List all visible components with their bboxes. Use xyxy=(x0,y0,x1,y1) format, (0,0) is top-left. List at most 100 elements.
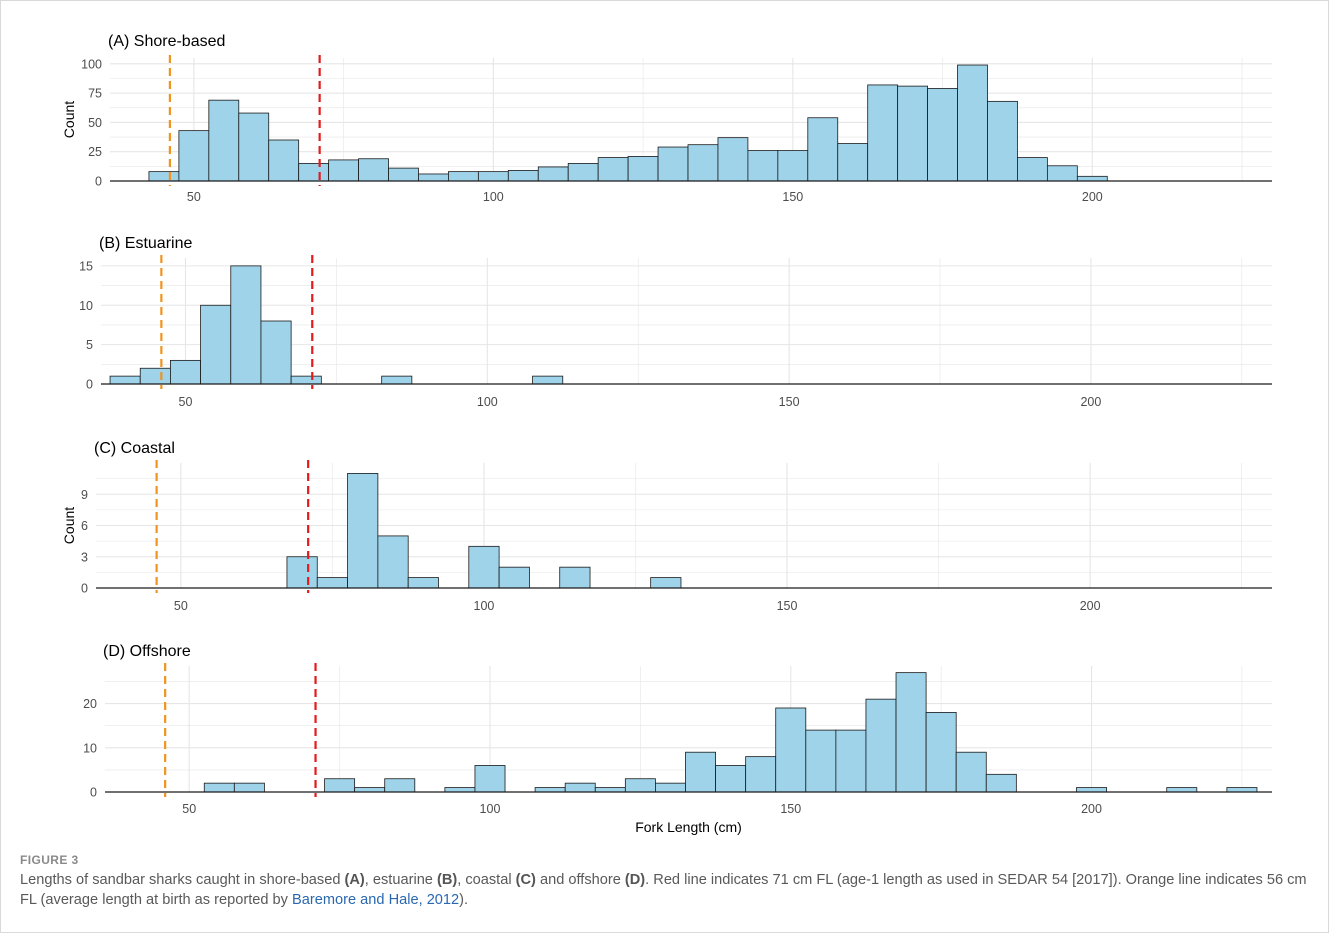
panel-title: (A) Shore-based xyxy=(108,33,225,50)
y-tick-label: 3 xyxy=(81,550,88,564)
histogram-bar xyxy=(418,173,449,182)
histogram-bar xyxy=(777,150,809,182)
x-tick-label: 50 xyxy=(187,190,201,204)
histogram-bar xyxy=(624,778,656,793)
y-tick-label: 0 xyxy=(86,378,93,392)
histogram-bar xyxy=(268,139,300,182)
histogram-bar xyxy=(559,566,591,589)
y-tick-label: 25 xyxy=(88,145,102,159)
citation-link[interactable]: Baremore and Hale, 2012 xyxy=(292,892,460,908)
histogram-bar xyxy=(468,545,500,589)
histogram-bar xyxy=(897,85,928,182)
y-tick-label: 15 xyxy=(79,259,93,273)
figure-caption: Lengths of sandbar sharks caught in shor… xyxy=(20,870,1310,910)
histogram-bar xyxy=(384,778,416,793)
histogram-bar xyxy=(1017,157,1048,182)
histogram-bar xyxy=(200,304,232,385)
x-tick-label: 150 xyxy=(780,802,801,816)
panel-title: (D) Offshore xyxy=(103,643,191,660)
histogram-bar xyxy=(537,166,569,182)
histogram-bar xyxy=(567,163,599,182)
histogram-bar xyxy=(805,729,837,793)
caption-text: , coastal xyxy=(457,872,516,888)
histogram-bar xyxy=(148,171,180,182)
histogram-bar xyxy=(775,707,807,793)
y-tick-label: 75 xyxy=(88,87,102,101)
y-axis-label: Count xyxy=(61,101,77,138)
histogram-bar xyxy=(498,566,530,589)
histogram-bar xyxy=(407,577,439,589)
y-tick-label: 20 xyxy=(83,697,97,711)
histogram-bar xyxy=(985,773,1017,793)
histogram-bar xyxy=(927,88,958,182)
histogram-bar xyxy=(381,375,413,385)
histogram-bar xyxy=(655,782,686,793)
histogram-bar xyxy=(627,155,659,182)
y-tick-label: 0 xyxy=(95,175,102,189)
histogram-bar xyxy=(298,163,330,182)
histogram-bar xyxy=(238,112,270,182)
y-tick-label: 9 xyxy=(81,488,88,502)
histogram-bar xyxy=(745,756,777,793)
y-tick-label: 100 xyxy=(81,57,102,71)
histogram-bar xyxy=(230,265,262,385)
histogram-bar xyxy=(286,556,318,589)
caption-text: ). xyxy=(459,892,469,908)
histogram-bar xyxy=(388,167,419,182)
y-tick-label: 0 xyxy=(81,582,88,596)
x-tick-label: 50 xyxy=(182,802,196,816)
x-tick-label: 150 xyxy=(777,599,798,613)
histogram-bar xyxy=(532,375,564,385)
histogram-bar xyxy=(358,158,389,182)
x-tick-label: 200 xyxy=(1080,599,1101,613)
caption-text: , estuarine xyxy=(364,872,437,888)
y-tick-label: 0 xyxy=(90,786,97,800)
y-tick-label: 50 xyxy=(88,116,102,130)
panel-title: (B) Estuarine xyxy=(99,235,192,252)
y-tick-label: 10 xyxy=(79,299,93,313)
histogram-bar xyxy=(987,100,1018,182)
histogram-bar xyxy=(208,99,240,182)
histogram-bar xyxy=(203,782,235,793)
histogram-bar xyxy=(1046,165,1078,182)
x-axis-label: Fork Length (cm) xyxy=(635,819,742,835)
histogram-bar xyxy=(657,146,689,182)
histogram-bar xyxy=(1076,175,1108,182)
histogram-bar xyxy=(377,535,409,589)
histogram-bar xyxy=(865,698,897,793)
caption-panel-b: (B) xyxy=(436,872,458,888)
x-tick-label: 100 xyxy=(477,395,498,409)
histogram-bar xyxy=(687,144,719,182)
histogram-bar xyxy=(715,765,747,793)
histogram-bar xyxy=(835,729,867,793)
histogram-bar xyxy=(178,130,210,182)
histogram-bar xyxy=(347,473,379,589)
caption-text: . Red line indicates 71 cm FL (age-1 len… xyxy=(20,872,1307,908)
histogram-bar xyxy=(170,359,201,385)
histogram-bar xyxy=(717,137,749,182)
histogram-bar xyxy=(507,170,539,182)
histogram-bar xyxy=(290,375,322,385)
histogram-bar xyxy=(354,787,386,793)
histogram-bar xyxy=(474,765,506,793)
histogram-bar xyxy=(448,171,479,182)
histogram-bar xyxy=(316,577,348,589)
panel-c: 50 100 150 200 0 3 6 9 (C) Coastal Count xyxy=(61,440,1272,613)
y-tick-label: 10 xyxy=(83,741,97,755)
histogram-bar xyxy=(477,171,509,182)
histogram-bar xyxy=(594,787,626,793)
histogram-bar xyxy=(685,751,716,793)
x-tick-label: 100 xyxy=(480,802,501,816)
histogram-bar xyxy=(895,672,927,793)
x-tick-label: 150 xyxy=(779,395,800,409)
x-tick-label: 150 xyxy=(782,190,803,204)
histogram-bar xyxy=(957,64,988,182)
histogram-bar xyxy=(260,320,292,385)
caption-panel-c: (C) xyxy=(515,872,536,888)
y-tick-label: 5 xyxy=(86,338,93,352)
x-tick-label: 100 xyxy=(483,190,504,204)
histogram-bar xyxy=(444,787,476,793)
panel-b: 50 100 150 200 0 5 10 15 (B) Estuarine xyxy=(79,235,1272,409)
histogram-bar xyxy=(1166,787,1198,793)
caption-panel-a: (A) xyxy=(344,872,365,888)
